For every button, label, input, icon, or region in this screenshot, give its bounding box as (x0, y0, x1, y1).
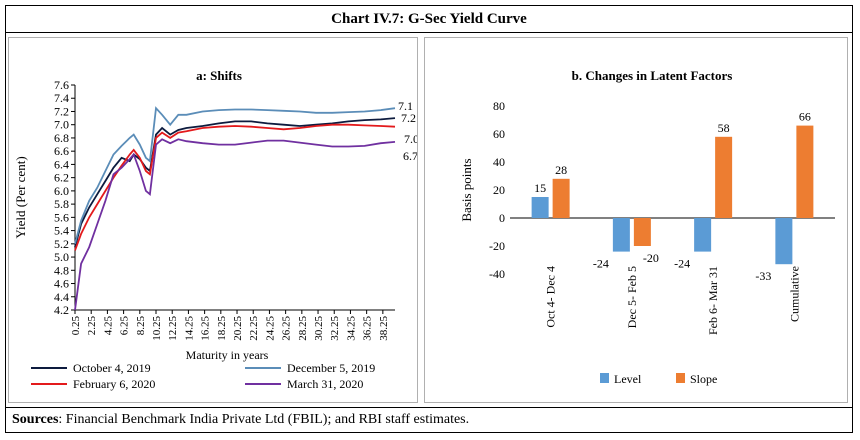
latent-factors-title: b. Changes in Latent Factors (572, 68, 733, 83)
y-tick-label: 5.6 (54, 210, 69, 224)
legend-label: December 5, 2019 (287, 361, 375, 375)
x-tick-label: 10.25 (151, 316, 163, 341)
legend-label: October 4, 2019 (73, 361, 151, 375)
bar-value-label: -24 (674, 257, 690, 271)
y-tick-label: 80 (493, 99, 505, 113)
x-tick-label: 2.25 (86, 316, 98, 336)
shifts-title: a: Shifts (196, 68, 242, 83)
y-tick-label: 0 (499, 211, 505, 225)
x-tick-label: 22.25 (248, 316, 260, 341)
series-end-label: 7.1 (398, 99, 413, 113)
y-tick-label: 6.0 (54, 184, 69, 198)
y-axis-label: Yield (Per cent) (13, 156, 28, 238)
y-tick-label: 7.4 (54, 91, 69, 105)
yield-curve-chart: a: Shifts Yield (Per cent) Maturity in y… (13, 68, 419, 391)
bar-value-label: -20 (643, 251, 659, 265)
x-tick-label: 30.25 (313, 316, 325, 341)
series-end-label: 7.0 (404, 132, 417, 146)
bar-level (531, 197, 549, 218)
source-note: Sources: Financial Benchmark India Priva… (6, 407, 852, 432)
legend-swatch (600, 373, 609, 383)
series-end-label: 7.2 (401, 111, 416, 125)
series-line-0 (74, 117, 396, 248)
x-tick-label: 14.25 (183, 316, 195, 341)
series-end-label: 6.7 (403, 149, 417, 163)
bar-value-label: -24 (593, 257, 609, 271)
panel-latent-factors: b. Changes in Latent Factors Basis point… (424, 37, 848, 403)
x-tick-label: 8.25 (135, 316, 147, 336)
y-tick-label: 7.2 (54, 104, 69, 118)
category-label: Feb 6- Mar 31 (706, 266, 720, 335)
latent-factors-chart: b. Changes in Latent Factors Basis point… (459, 68, 835, 386)
y-tick-label: -40 (489, 267, 505, 281)
x-tick-label: 34.25 (345, 316, 357, 341)
x-tick-label: 36.25 (362, 316, 374, 341)
y-tick-label: 6.8 (54, 131, 69, 145)
y-tick-label: 6.6 (54, 144, 69, 158)
bar-slope (715, 136, 733, 218)
x-tick-label: 16.25 (200, 316, 212, 341)
legend-swatch (676, 373, 685, 383)
category-label: Dec 5- Feb 5 (625, 266, 639, 328)
legend-label: Slope (690, 372, 717, 386)
x-axis-label: Maturity in years (186, 348, 269, 362)
legend-label: Level (614, 372, 642, 386)
x-tick-label: 28.25 (297, 316, 309, 341)
source-text: : Financial Benchmark India Private Ltd … (58, 412, 470, 427)
y-tick-label: 5.2 (54, 237, 69, 251)
bar-value-label: 66 (799, 110, 811, 124)
y-tick-label: 6.4 (54, 157, 69, 171)
y-tick-label: 4.8 (54, 263, 69, 277)
bar-value-label: -33 (755, 269, 771, 283)
y-tick-label: 20 (493, 183, 505, 197)
y-tick-label: 4.6 (54, 277, 69, 291)
legend-label: February 6, 2020 (73, 377, 155, 391)
source-label: Sources (12, 412, 59, 427)
y-tick-label: 5.4 (54, 224, 69, 238)
bar-level (775, 218, 793, 265)
x-tick-label: 24.25 (264, 316, 276, 341)
bar-value-label: 28 (555, 163, 567, 177)
chart-frame: Chart IV.7: G-Sec Yield Curve a: Shifts … (5, 5, 853, 433)
series-line-3 (74, 138, 396, 311)
y-tick-label: 5.8 (54, 197, 69, 211)
x-tick-label: 12.25 (167, 316, 179, 341)
category-label: Cumulative (787, 266, 801, 322)
bar-slope (796, 125, 814, 218)
y-tick-label: 6.2 (54, 171, 69, 185)
panel-shifts: a: Shifts Yield (Per cent) Maturity in y… (8, 37, 419, 403)
x-tick-label: 4.25 (102, 316, 114, 336)
y-tick-label: 7.6 (54, 78, 69, 92)
series-line-1 (74, 106, 396, 245)
bar-value-label: 58 (718, 121, 730, 135)
bar-level (612, 218, 630, 252)
x-tick-label: 32.25 (329, 316, 341, 341)
x-tick-label: 6.25 (119, 316, 131, 336)
y-tick-label: 5.0 (54, 250, 69, 264)
legend-label: March 31, 2020 (287, 377, 363, 391)
y-tick-label: 7.0 (54, 118, 69, 132)
y-tick-label: 4.2 (54, 303, 69, 317)
bar-slope (552, 178, 570, 218)
x-tick-label: 18.25 (216, 316, 228, 341)
x-tick-label: 26.25 (281, 316, 293, 341)
y-tick-label: -20 (489, 239, 505, 253)
x-tick-label: 38.25 (378, 316, 390, 341)
category-label: Oct 4- Dec 4 (544, 266, 558, 328)
bar-level (694, 218, 712, 252)
bar-value-label: 15 (534, 181, 546, 195)
x-tick-label: 0.25 (70, 316, 82, 336)
y-tick-label: 40 (493, 155, 505, 169)
x-tick-label: 20.25 (232, 316, 244, 341)
chart-panels: a: Shifts Yield (Per cent) Maturity in y… (6, 33, 852, 407)
y-tick-label: 60 (493, 127, 505, 141)
y-tick-label: 4.4 (54, 290, 69, 304)
chart-title: Chart IV.7: G-Sec Yield Curve (6, 6, 852, 33)
bar-slope (633, 218, 651, 246)
y-axis-label: Basis points (459, 158, 474, 221)
